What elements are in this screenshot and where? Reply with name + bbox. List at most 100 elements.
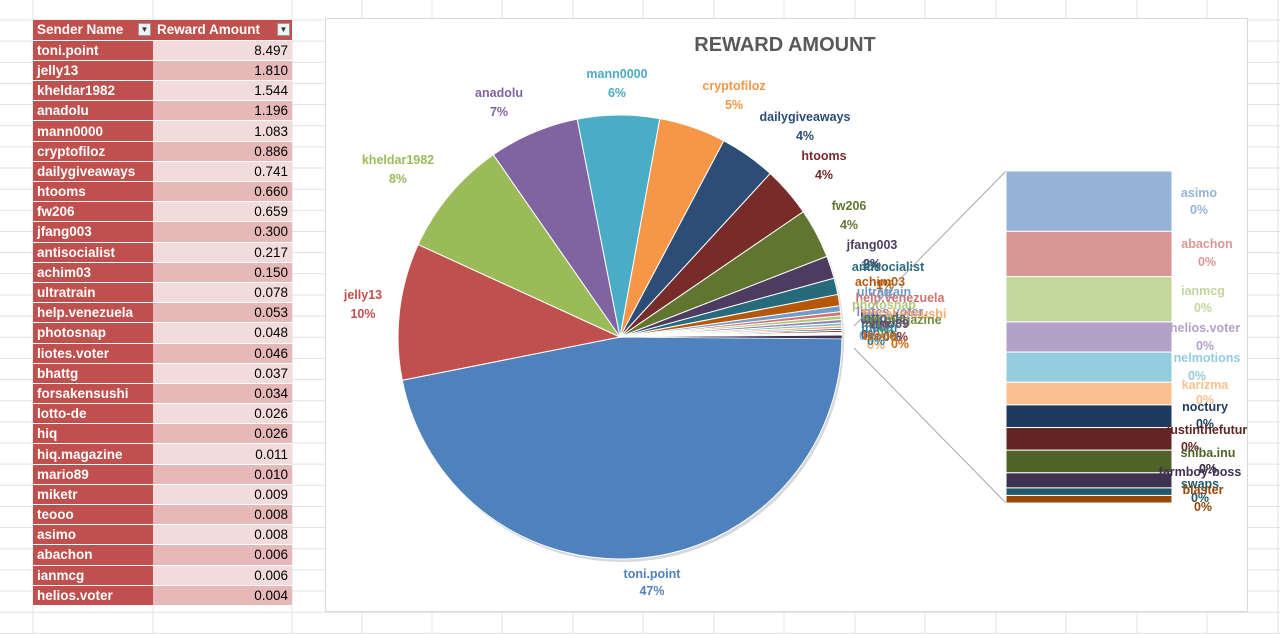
sender-name-cell[interactable]: hiq.magazine bbox=[33, 443, 153, 465]
reward-amount-cell[interactable]: 0.006 bbox=[153, 544, 292, 566]
slice-percent: 0% bbox=[891, 337, 909, 351]
slice-percent: 0% bbox=[861, 310, 879, 324]
sender-name-cell[interactable]: anadolu bbox=[33, 100, 153, 122]
sender-name-cell[interactable]: lotto-de bbox=[33, 403, 153, 425]
slice-percent: 6% bbox=[608, 86, 626, 100]
secondary-percent: 0% bbox=[1199, 462, 1217, 476]
sender-name-cell[interactable]: helios.voter bbox=[33, 585, 153, 606]
reward-amount-cell[interactable]: 0.004 bbox=[153, 585, 292, 606]
secondary-percent: 0% bbox=[1181, 440, 1199, 454]
sender-name-cell[interactable]: mario89 bbox=[33, 464, 153, 485]
slice-label: lotto-de bbox=[860, 311, 906, 325]
reward-amount-cell[interactable]: 0.300 bbox=[153, 221, 292, 243]
slice-percent: 1% bbox=[876, 278, 894, 292]
reward-amount-cell[interactable]: 0.660 bbox=[153, 181, 292, 203]
reward-amount-cell[interactable]: 1.196 bbox=[153, 100, 292, 122]
filter-dropdown-icon[interactable]: ▼ bbox=[138, 23, 151, 36]
slice-percent: 0% bbox=[871, 319, 889, 333]
sender-name-cell[interactable]: ianmcg bbox=[33, 565, 153, 586]
header-sender-name[interactable]: Sender Name ▼ bbox=[33, 20, 153, 41]
table-row: hiq.magazine 0.011 bbox=[33, 443, 292, 465]
secondary-label: farmboy-boss bbox=[1159, 465, 1242, 479]
data-table: Sender Name ▼ Reward Amount ▼ toni.point… bbox=[33, 20, 292, 606]
reward-amount-cell[interactable]: 0.011 bbox=[153, 443, 292, 465]
table-row: mario89 0.010 bbox=[33, 464, 292, 485]
secondary-bar-segment bbox=[1005, 276, 1173, 323]
reward-amount-cell[interactable]: 0.008 bbox=[153, 524, 292, 546]
slice-label: cryptofiloz bbox=[702, 79, 765, 93]
sender-name-cell[interactable]: bhattg bbox=[33, 363, 153, 384]
sender-name-cell[interactable]: achim03 bbox=[33, 262, 153, 283]
sender-name-cell[interactable]: toni.point bbox=[33, 40, 153, 61]
sender-name-cell[interactable]: jfang003 bbox=[33, 221, 153, 243]
sender-name-cell[interactable]: photosnap bbox=[33, 322, 153, 344]
reward-amount-cell[interactable]: 0.034 bbox=[153, 383, 292, 405]
reward-amount-cell[interactable]: 0.741 bbox=[153, 161, 292, 183]
table-row: anadolu 1.196 bbox=[33, 100, 292, 122]
secondary-label: blaster bbox=[1183, 483, 1224, 497]
reward-amount-cell[interactable]: 0.010 bbox=[153, 464, 292, 485]
table-row: fw206 0.659 bbox=[33, 201, 292, 223]
sender-name-cell[interactable]: antisocialist bbox=[33, 242, 153, 263]
sender-name-cell[interactable]: asimo bbox=[33, 524, 153, 546]
reward-amount-cell[interactable]: 0.048 bbox=[153, 322, 292, 344]
reward-amount-cell[interactable]: 0.078 bbox=[153, 282, 292, 304]
secondary-label: nelmotions bbox=[1174, 351, 1241, 365]
sender-name-cell[interactable]: mann0000 bbox=[33, 120, 153, 142]
slice-label: jelly13 bbox=[343, 288, 382, 302]
reward-amount-cell[interactable]: 1.083 bbox=[153, 120, 292, 142]
secondary-bar-segment bbox=[1005, 321, 1173, 353]
reward-amount-cell[interactable]: 0.150 bbox=[153, 262, 292, 283]
slice-percent: 0% bbox=[859, 329, 877, 343]
header-reward-amount[interactable]: Reward Amount ▼ bbox=[153, 20, 292, 41]
table-row: liotes.voter 0.046 bbox=[33, 343, 292, 364]
slice-label: bhattg bbox=[861, 311, 899, 325]
reward-amount-cell[interactable]: 1.810 bbox=[153, 60, 292, 82]
reward-amount-cell[interactable]: 0.009 bbox=[153, 484, 292, 506]
sender-name-cell[interactable]: kheldar1982 bbox=[33, 80, 153, 102]
sender-name-cell[interactable]: teooo bbox=[33, 504, 153, 526]
slice-label: fw206 bbox=[832, 199, 867, 213]
reward-amount-cell[interactable]: 0.037 bbox=[153, 363, 292, 384]
table-row: kheldar1982 1.544 bbox=[33, 80, 292, 102]
sender-name-cell[interactable]: forsakensushi bbox=[33, 383, 153, 405]
table-row: asimo 0.008 bbox=[33, 524, 292, 546]
reward-amount-cell[interactable]: 0.026 bbox=[153, 423, 292, 445]
sender-name-cell[interactable]: miketr bbox=[33, 484, 153, 506]
secondary-percent: 0% bbox=[1196, 393, 1214, 407]
slice-percent: 0% bbox=[867, 338, 885, 352]
reward-amount-cell[interactable]: 1.544 bbox=[153, 80, 292, 102]
reward-amount-cell[interactable]: 0.217 bbox=[153, 242, 292, 263]
reward-amount-cell[interactable]: 0.026 bbox=[153, 403, 292, 425]
secondary-percent: 0% bbox=[1196, 417, 1214, 431]
reward-amount-cell[interactable]: 0.659 bbox=[153, 201, 292, 223]
connector-line bbox=[853, 347, 1007, 504]
sender-name-cell[interactable]: abachon bbox=[33, 544, 153, 566]
reward-amount-cell[interactable]: 0.886 bbox=[153, 141, 292, 162]
sender-name-cell[interactable]: ultratrain bbox=[33, 282, 153, 304]
reward-amount-cell[interactable]: 0.046 bbox=[153, 343, 292, 364]
sender-name-cell[interactable]: help.venezuela bbox=[33, 302, 153, 324]
sender-name-cell[interactable]: fw206 bbox=[33, 201, 153, 223]
sender-name-cell[interactable]: dailygiveaways bbox=[33, 161, 153, 183]
pie-slice bbox=[397, 243, 622, 381]
slice-percent: 8% bbox=[389, 172, 407, 186]
table-row: mann0000 1.083 bbox=[33, 120, 292, 142]
reward-amount-cell[interactable]: 0.053 bbox=[153, 302, 292, 324]
reward-amount-cell[interactable]: 0.008 bbox=[153, 504, 292, 526]
sender-name-cell[interactable]: jelly13 bbox=[33, 60, 153, 82]
reward-amount-cell[interactable]: 8.497 bbox=[153, 40, 292, 61]
sender-name-cell[interactable]: hiq bbox=[33, 423, 153, 445]
sender-name-cell[interactable]: cryptofiloz bbox=[33, 141, 153, 162]
filter-dropdown-icon[interactable]: ▼ bbox=[277, 23, 290, 36]
sender-name-cell[interactable]: liotes.voter bbox=[33, 343, 153, 364]
secondary-percent: 0% bbox=[1190, 203, 1208, 217]
reward-amount-cell[interactable]: 0.006 bbox=[153, 565, 292, 586]
slice-percent: 1% bbox=[861, 259, 879, 273]
secondary-bar-segment bbox=[1005, 404, 1173, 429]
secondary-bar-segment bbox=[1005, 170, 1173, 232]
table-row: achim03 0.150 bbox=[33, 262, 292, 283]
secondary-percent: 0% bbox=[1191, 491, 1209, 505]
secondary-percent: 0% bbox=[1199, 462, 1217, 476]
sender-name-cell[interactable]: htooms bbox=[33, 181, 153, 203]
